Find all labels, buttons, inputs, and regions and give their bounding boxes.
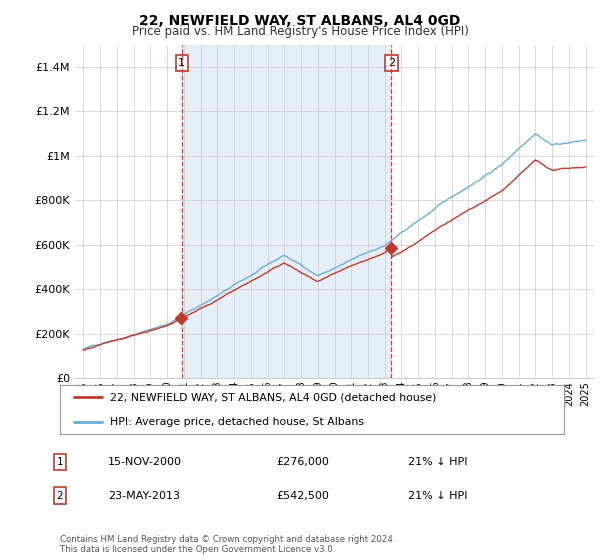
Text: £542,500: £542,500	[276, 491, 329, 501]
Text: Price paid vs. HM Land Registry's House Price Index (HPI): Price paid vs. HM Land Registry's House …	[131, 25, 469, 38]
Text: 1: 1	[178, 58, 185, 68]
Text: 22, NEWFIELD WAY, ST ALBANS, AL4 0GD (detached house): 22, NEWFIELD WAY, ST ALBANS, AL4 0GD (de…	[110, 392, 437, 402]
Text: 2: 2	[388, 58, 395, 68]
Text: 2: 2	[56, 491, 64, 501]
Text: 22, NEWFIELD WAY, ST ALBANS, AL4 0GD: 22, NEWFIELD WAY, ST ALBANS, AL4 0GD	[139, 14, 461, 28]
Text: 1: 1	[56, 457, 64, 467]
Text: Contains HM Land Registry data © Crown copyright and database right 2024.
This d: Contains HM Land Registry data © Crown c…	[60, 535, 395, 554]
Text: 15-NOV-2000: 15-NOV-2000	[108, 457, 182, 467]
Text: £276,000: £276,000	[276, 457, 329, 467]
Text: 23-MAY-2013: 23-MAY-2013	[108, 491, 180, 501]
Text: 21% ↓ HPI: 21% ↓ HPI	[408, 457, 467, 467]
Text: 21% ↓ HPI: 21% ↓ HPI	[408, 491, 467, 501]
Text: HPI: Average price, detached house, St Albans: HPI: Average price, detached house, St A…	[110, 417, 364, 427]
